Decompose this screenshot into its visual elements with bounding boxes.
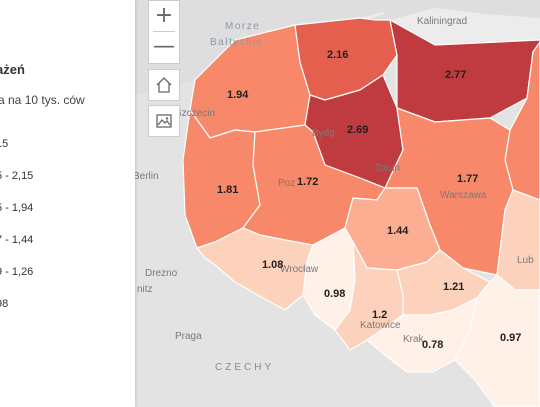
region-value-label: 1.2 xyxy=(372,309,387,321)
city-label: Krak xyxy=(403,334,425,345)
legend-item: 9 - 1,26 xyxy=(0,266,34,278)
city-label: Lub xyxy=(517,255,534,266)
zoom-divider xyxy=(153,31,175,32)
city-label: Drezno xyxy=(145,268,178,279)
city-label: Praga xyxy=(175,331,202,342)
zoom-in-button[interactable]: + xyxy=(154,3,174,28)
region-value-label: 0.97 xyxy=(500,332,521,344)
city-label: Toruń xyxy=(375,163,400,174)
region-malopolskie[interactable] xyxy=(366,297,478,373)
home-icon xyxy=(156,77,172,93)
zoom-controls: + — xyxy=(148,0,180,64)
region-value-label: 1.44 xyxy=(387,225,409,237)
region-value-label: 1.94 xyxy=(227,89,249,101)
region-value-label: 1.81 xyxy=(217,184,238,196)
region-value-label: 1.77 xyxy=(457,173,478,185)
region-value-label: 1.72 xyxy=(297,176,318,188)
image-icon xyxy=(156,114,172,128)
legend-item: 7 - 1,44 xyxy=(0,234,34,246)
legend-item: 15 xyxy=(0,138,9,150)
city-label: Warszawa xyxy=(440,190,487,201)
city-label: Poz xyxy=(278,178,295,189)
legend-subtitle: a na 10 tys. ców xyxy=(0,93,85,107)
city-label: Kaliningrad xyxy=(417,16,467,27)
region-value-label: 1.21 xyxy=(443,281,464,293)
city-label: Wrocław xyxy=(280,264,319,275)
legend-item: 5 - 2,15 xyxy=(0,170,34,182)
city-label: nitz xyxy=(137,284,153,295)
legend-item: 98 xyxy=(0,298,9,310)
region-podkarpackie[interactable] xyxy=(454,274,540,407)
legend-panel: ażeń a na 10 tys. ców 15 5 - 2,15 5 - 1,… xyxy=(0,0,135,407)
city-label: Bydg xyxy=(312,128,335,139)
region-value-label: 2.69 xyxy=(347,124,368,136)
city-label: Berlin xyxy=(135,171,159,182)
zoom-out-button[interactable]: — xyxy=(153,34,175,59)
region-value-label: 2.16 xyxy=(327,49,348,61)
map-canvas: Morze Bałtyckie Kaliningrad Szczecin Byd… xyxy=(135,0,540,407)
legend-item: 5 - 1,94 xyxy=(0,202,34,214)
region-value-label: 0.78 xyxy=(422,339,443,351)
legend-title: ażeń xyxy=(0,62,25,77)
sea-label: Morze xyxy=(225,21,260,32)
map-view[interactable]: Morze Bałtyckie Kaliningrad Szczecin Byd… xyxy=(135,0,540,407)
basemap-button[interactable] xyxy=(148,105,180,137)
city-label: Szczecin xyxy=(175,108,215,119)
sea-label: Bałtyckie xyxy=(210,37,264,48)
kaliningrad-land xyxy=(390,8,540,45)
country-label: CZECHY xyxy=(215,362,274,373)
home-button[interactable] xyxy=(148,69,180,101)
region-value-label: 0.98 xyxy=(324,288,345,300)
city-label: Katowice xyxy=(360,320,401,331)
region-value-label: 1.08 xyxy=(262,259,283,271)
region-value-label: 2.77 xyxy=(445,69,466,81)
